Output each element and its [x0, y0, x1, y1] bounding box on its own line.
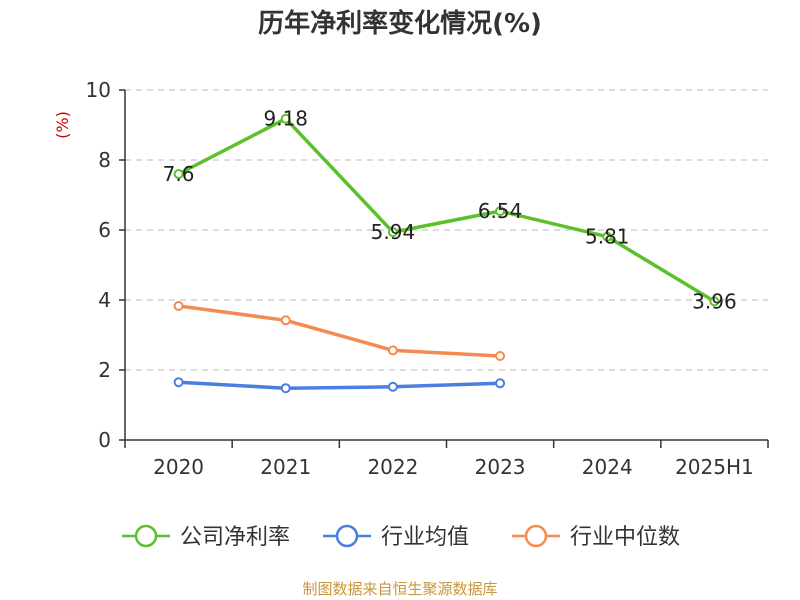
data-label-5: 3.96: [692, 289, 737, 313]
series-1-point-2: [387, 381, 398, 392]
chart-title: 历年净利率变化情况(%): [258, 8, 542, 39]
series-0-point-0: [173, 169, 184, 179]
series-1-point-1: [280, 383, 291, 394]
grid-lines: [125, 89, 768, 371]
series-1-point-3: [495, 378, 506, 389]
data-label-1: 9.18: [263, 107, 308, 131]
series-2-point-2: [387, 345, 398, 356]
legend-marker-2: [524, 524, 548, 548]
x-tick-label-2021: 2021: [260, 455, 311, 479]
legend-label-0: 公司净利率: [180, 525, 290, 550]
series-layer: [173, 113, 720, 394]
data-label-4: 5.81: [585, 225, 630, 249]
series-0-point-2: [387, 227, 398, 238]
series-2-point-3: [495, 351, 506, 361]
x-tick-label-2025H1: 2025H1: [675, 455, 754, 479]
legend-marker-1: [335, 524, 359, 548]
y-tick-label-6: 6: [98, 218, 111, 242]
y-axis-label: (%): [53, 111, 72, 139]
legend-marker-0: [134, 524, 158, 548]
series-line-0: [177, 116, 716, 303]
legend-item-0[interactable]: 公司净利率: [122, 524, 290, 550]
legend-label-2: 行业中位数: [570, 525, 680, 550]
y-tick-label-8: 8: [98, 148, 111, 172]
series-0-point-4: [602, 231, 613, 242]
legend-item-2[interactable]: 行业中位数: [512, 524, 680, 550]
legend[interactable]: 公司净利率 行业均值 行业中位数: [122, 524, 680, 550]
y-tick-label-4: 4: [98, 288, 111, 312]
series-0-point-1: [280, 113, 291, 124]
series-2-point-0: [173, 300, 184, 311]
legend-item-1[interactable]: 行业均值: [323, 524, 469, 550]
x-tick-label-2022: 2022: [367, 455, 418, 479]
data-labels: 7.6 9.18 5.94 6.54 5.81 3.96: [163, 107, 737, 314]
y-tick-label-0: 0: [98, 428, 111, 452]
source-note: 制图数据来自恒生聚源数据库: [302, 580, 497, 598]
y-tick-label-10: 10: [86, 78, 111, 102]
series-0-point-3: [495, 206, 506, 217]
series-0-point-5: [709, 296, 720, 307]
series-line-1: [178, 380, 501, 390]
x-tick-label-2023: 2023: [475, 455, 526, 479]
axes: 0 2 4 6 8 10 2020 2021 2022 2023 2024 2025H1: [86, 78, 769, 479]
x-tick-label-2024: 2024: [582, 455, 633, 479]
series-line-2: [178, 304, 501, 358]
legend-label-1: 行业均值: [381, 525, 469, 550]
x-tick-label-2020: 2020: [153, 455, 204, 479]
data-label-0: 7.6: [163, 162, 195, 186]
series-2-point-1: [280, 315, 291, 326]
series-1-point-0: [173, 377, 184, 388]
data-label-3: 6.54: [478, 199, 523, 223]
y-tick-label-2: 2: [98, 358, 111, 382]
data-label-2: 5.94: [371, 220, 416, 244]
